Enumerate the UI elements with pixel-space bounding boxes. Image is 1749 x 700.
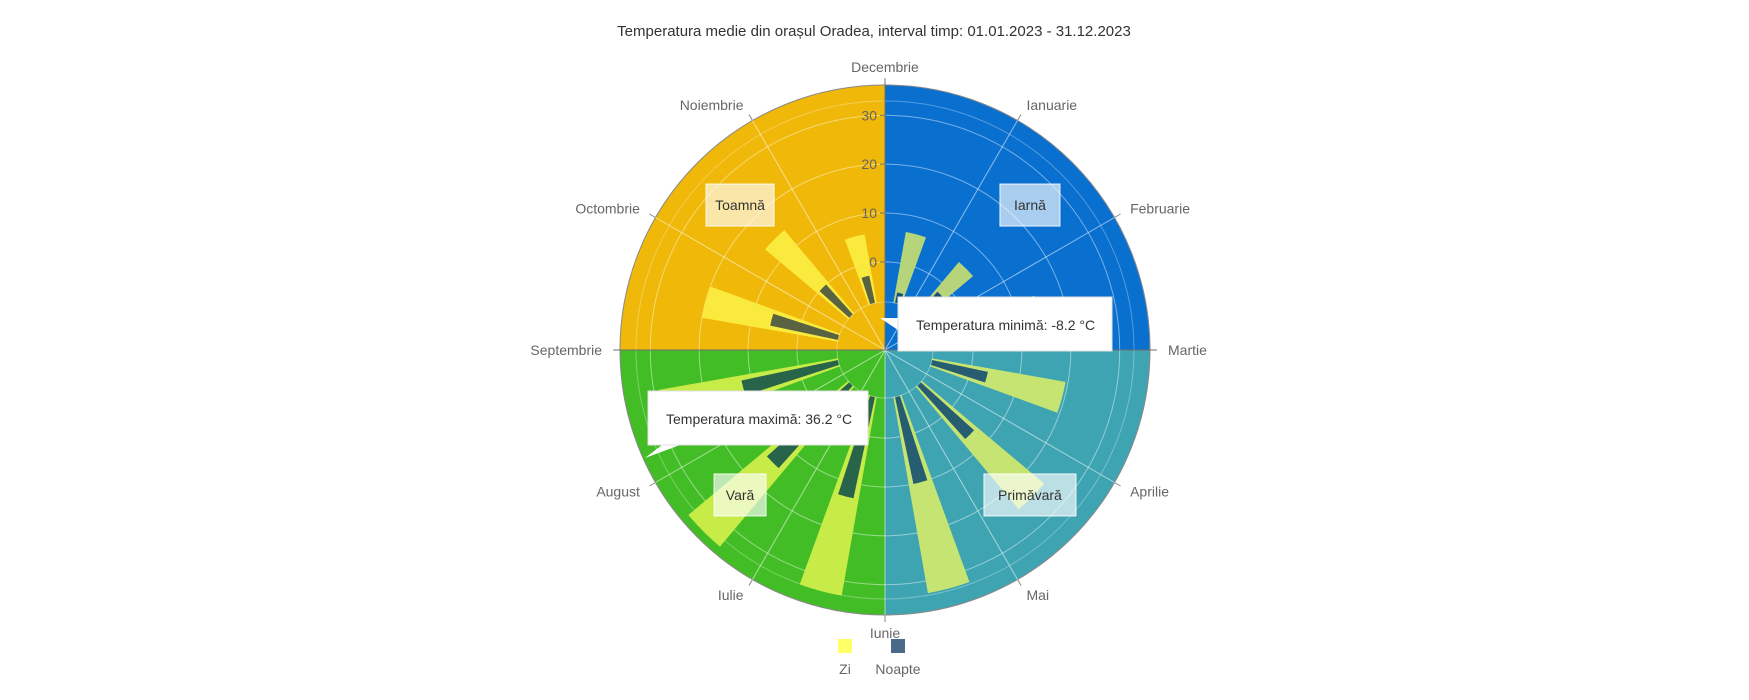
season-label: Iarnă (1014, 197, 1046, 213)
category-label: Martie (1168, 342, 1207, 358)
season-label: Primăvară (998, 487, 1062, 503)
category-label: Ianuarie (1027, 97, 1078, 113)
season-label-box (983, 473, 1077, 517)
legend-label: Zi (839, 661, 851, 677)
season-label-box (713, 473, 767, 517)
radial-tick-label: 10 (861, 205, 877, 221)
bar-noapte-iunie (894, 395, 928, 484)
grid-spoke (884, 349, 1115, 483)
category-label: Iunie (870, 625, 901, 641)
legend-label: Noapte (875, 661, 920, 677)
spoke-tick (748, 579, 753, 586)
grid-spoke (884, 349, 1018, 580)
grid-spoke (752, 349, 886, 580)
bar-noapte-septembrie (741, 359, 840, 396)
category-label: Mai (1027, 587, 1050, 603)
category-labels: Ianuarie Februarie Martie Aprilie Mai Iunie Iu… (530, 59, 1207, 641)
spoke-tick (649, 482, 656, 487)
season-label: Toamnă (715, 197, 765, 213)
spoke-tick (1114, 482, 1121, 487)
annotation-box (897, 296, 1113, 352)
bar-noapte-aprilie (930, 359, 988, 383)
annotation-text: Temperatura minimă: -8.2 °C (916, 317, 1095, 333)
season-label: Vară (726, 487, 755, 503)
category-label: Iulie (718, 587, 744, 603)
legend-swatch (838, 639, 852, 653)
category-label: August (596, 484, 640, 500)
grid-spoke (655, 217, 886, 351)
spoke-tick (1017, 114, 1022, 121)
radial-tick-label: 30 (861, 107, 877, 123)
category-label: Noiembrie (680, 97, 744, 113)
legend[interactable]: Zi Noapte (838, 639, 921, 677)
annotation-pointer (645, 445, 680, 458)
season-labels: Iarnă Primăvară Vară Toamnă (705, 183, 1077, 517)
category-label: Septembrie (530, 342, 602, 358)
annotations: Temperatura minimă: -8.2 °C Temperatura m… (645, 296, 1113, 458)
radial-tick-label: 0 (869, 254, 877, 270)
annotation-box (647, 390, 869, 446)
bar-noapte-octombrie (770, 313, 840, 341)
spoke-tick (748, 114, 753, 121)
legend-swatch (891, 639, 905, 653)
spoke-tick (649, 213, 656, 218)
category-label: Octombrie (575, 201, 640, 217)
radial-tick-label: 20 (861, 156, 877, 172)
annotation-text: Temperatura maximă: 36.2 °C (666, 411, 852, 427)
season-label-box (999, 183, 1061, 227)
season-label-box (705, 183, 775, 227)
bar-noapte-noiembrie (819, 284, 853, 318)
category-label: Februarie (1130, 201, 1190, 217)
bar-noapte-decembrie (861, 275, 876, 305)
bar-noapte-mai (917, 382, 975, 440)
chart-title: Temperatura medie din orașul Oradea, int… (617, 23, 1131, 40)
legend-item-noapte[interactable]: Noapte (875, 639, 921, 677)
spoke-tick (1114, 213, 1121, 218)
legend-item-zi[interactable]: Zi (838, 639, 852, 677)
category-label: Aprilie (1130, 484, 1169, 500)
bar-zi-ianuarie (893, 231, 926, 305)
spoke-tick (1017, 579, 1022, 586)
category-label: Decembrie (851, 59, 919, 75)
grid-spoke (752, 120, 886, 351)
annotation-pointer (880, 318, 898, 330)
